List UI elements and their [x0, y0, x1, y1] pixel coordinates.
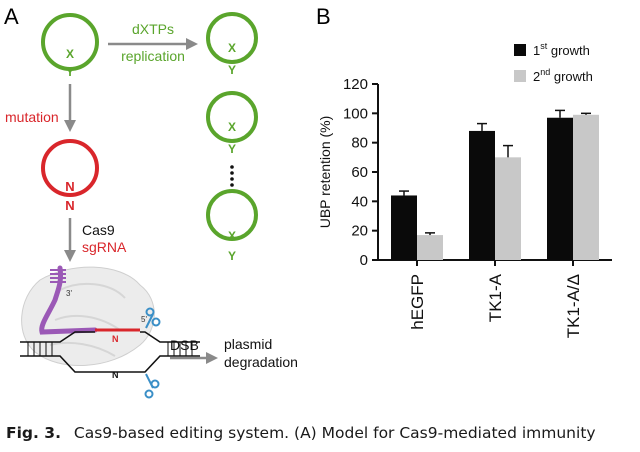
bar: [547, 117, 573, 260]
y-tick-label: 60: [351, 164, 368, 181]
base-y-label: Y: [228, 249, 236, 263]
base-n-label: N: [112, 334, 119, 344]
legend-swatch-2nd: [514, 70, 526, 82]
outcome-line-2: degradation: [224, 354, 298, 370]
y-tick-label: 20: [351, 223, 368, 240]
mutation-arrow: mutation: [5, 84, 76, 132]
panel-b-label: B: [316, 4, 331, 29]
plasmid-replicate-2: X Y: [206, 91, 258, 156]
legend-1st-rest: growth: [547, 43, 590, 58]
legend-swatch-1st: [514, 44, 526, 56]
base-n-label: N: [112, 370, 119, 380]
y-tick-label: 100: [343, 105, 368, 122]
base-x-label: X: [228, 41, 236, 55]
plasmid-replicate-1: X Y: [206, 12, 258, 77]
cas9-arrow: Cas9 sgRNA: [64, 218, 127, 262]
base-x-label: X: [66, 47, 74, 61]
legend-1st-sup: st: [540, 41, 548, 51]
cas9-label: Cas9: [82, 222, 115, 238]
y-axis-title: UBP retention (%): [317, 116, 333, 229]
base-x-label: X: [228, 120, 236, 134]
sgrna-label: sgRNA: [82, 239, 127, 255]
legend-1st-base: 1: [533, 43, 540, 58]
bar: [495, 157, 521, 260]
base-n-label: N: [65, 198, 74, 213]
mutation-label: mutation: [5, 109, 59, 125]
scissors-icon: [144, 373, 160, 399]
base-y-label: Y: [228, 63, 236, 77]
base-x-label: X: [228, 229, 236, 243]
plasmid-mutated: N N: [41, 139, 99, 213]
figure: A X Y dXTPs replication X Y X Y X Y muta…: [4, 4, 612, 399]
legend: 1st growth 2nd growth: [514, 41, 593, 84]
y-tick-label: 0: [360, 252, 368, 269]
legend-2nd-base: 2: [533, 69, 540, 84]
replication-arrow: dXTPs replication: [108, 21, 198, 64]
dsb-label: DSB: [170, 337, 199, 353]
y-tick-label: 120: [343, 76, 368, 93]
legend-label-2nd: 2nd growth: [533, 67, 593, 84]
cas9-complex-illustration: 3' N 5' N: [20, 265, 200, 399]
legend-label-1st: 1st growth: [533, 41, 590, 58]
scissors-icon: [145, 307, 161, 329]
bar-chart: 0 20 40 60 80 100 120 UBP retention (%) hEGFP TK1…: [317, 76, 612, 338]
dxtps-label: dXTPs: [132, 21, 174, 37]
replication-label: replication: [121, 48, 185, 64]
plasmid-replicate-n: X Y: [206, 189, 258, 263]
plasmid-original: X Y: [41, 13, 99, 79]
bar: [573, 114, 599, 260]
y-tick-label: 40: [351, 193, 368, 210]
x-tick-label: TK1-A: [486, 273, 505, 322]
bar: [417, 235, 443, 260]
panel-a-label: A: [4, 4, 19, 29]
outcome-line-1: plasmid: [224, 336, 272, 352]
bar: [469, 130, 495, 260]
x-tick-label: hEGFP: [408, 274, 427, 330]
bar: [391, 195, 417, 260]
x-tick-label: TK1-A/Δ: [564, 274, 583, 338]
caption-fig-label: Fig. 3.: [6, 424, 61, 442]
three-prime-label: 3': [66, 289, 72, 298]
legend-2nd-rest: growth: [550, 69, 593, 84]
caption-text: Cas9-based editing system. (A) Model for…: [73, 424, 596, 442]
figure-caption: Fig. 3. Cas9-based editing system. (A) M…: [6, 424, 636, 442]
base-y-label: Y: [66, 65, 74, 79]
y-tick-label: 80: [351, 135, 368, 152]
five-prime-label: 5': [141, 315, 147, 324]
base-n-label: N: [65, 179, 74, 194]
ellipsis-dots: [230, 165, 234, 187]
base-y-label: Y: [228, 142, 236, 156]
legend-2nd-sup: nd: [540, 67, 550, 77]
dsb-arrow: DSB plasmid degradation: [170, 336, 298, 370]
